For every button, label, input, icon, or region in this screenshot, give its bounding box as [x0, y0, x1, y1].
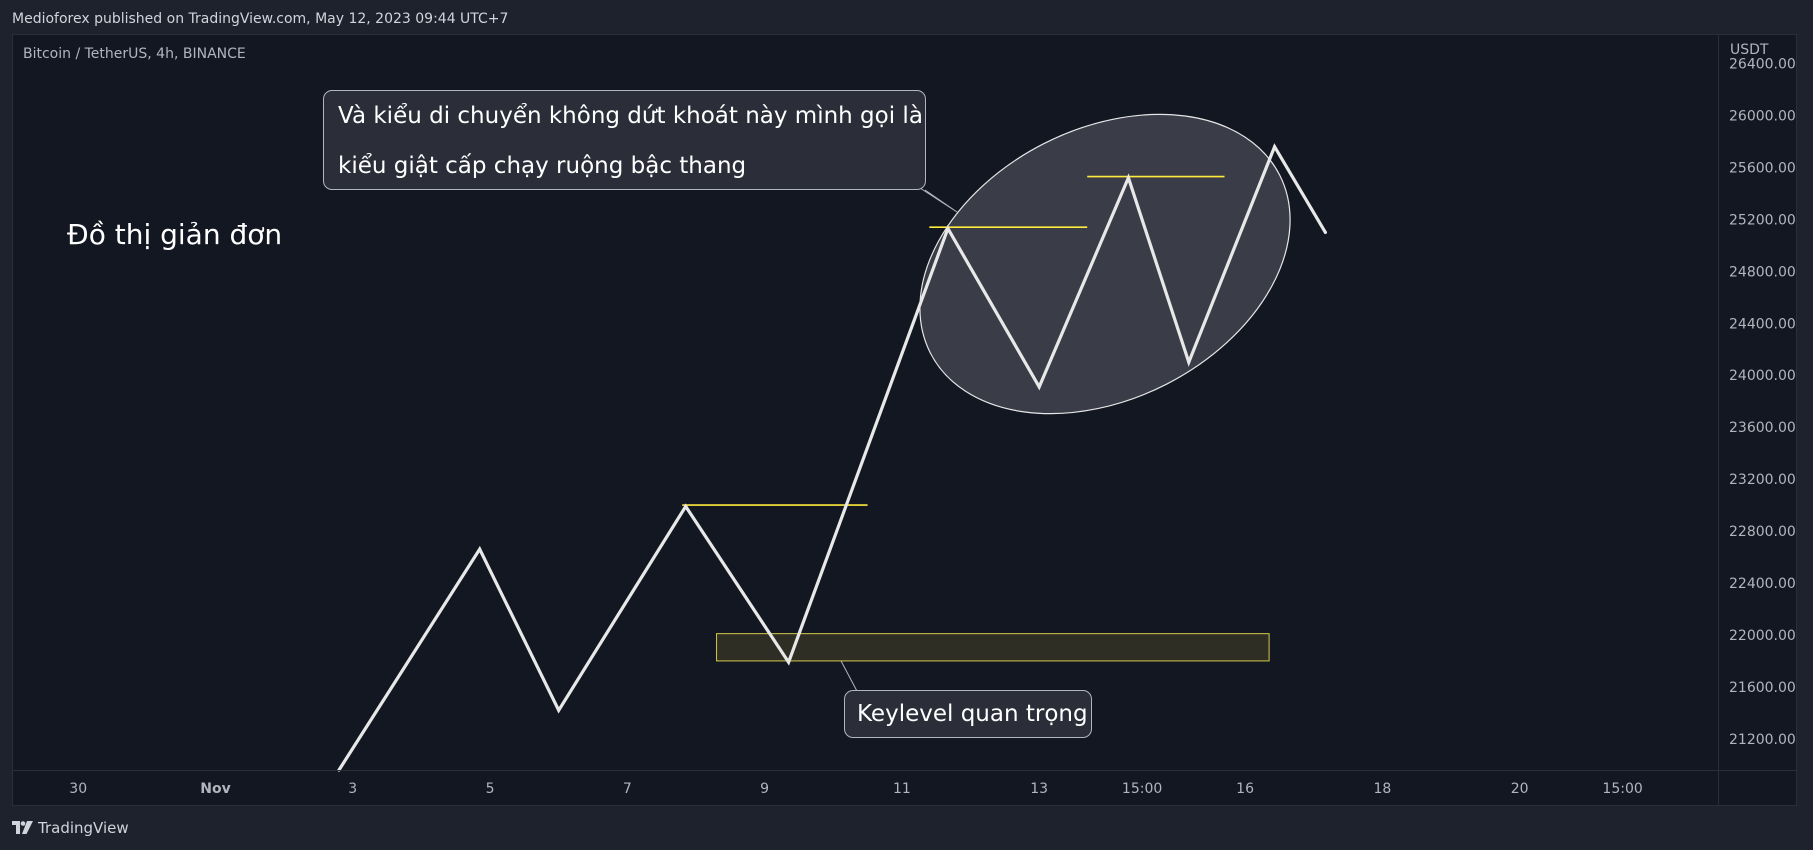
x-tick-label: 3: [348, 781, 357, 797]
consolidation-ellipse: [919, 113, 1291, 415]
callout-bottom: Keylevel quan trọng: [844, 690, 1092, 738]
price-point-0-6: [1037, 385, 1041, 389]
tradingview-logo[interactable]: TradingView: [12, 819, 129, 837]
price-axis-divider: [1718, 35, 1719, 805]
y-tick-label: 26400.00: [1729, 57, 1796, 73]
chart-frame[interactable]: [12, 34, 1797, 806]
y-tick-label: 25600.00: [1729, 160, 1796, 176]
price-point-0-9: [1273, 145, 1277, 149]
symbol-info[interactable]: Bitcoin / TetherUS, 4h, BINANCE: [23, 46, 246, 62]
price-point-0-4: [787, 660, 791, 664]
x-tick-label: 9: [760, 781, 769, 797]
y-tick-label: 22400.00: [1729, 576, 1796, 592]
x-tick-label: 15:00: [1602, 781, 1642, 797]
y-tick-label: 21600.00: [1729, 680, 1796, 696]
callout-bottom-pointer: [839, 658, 859, 694]
tradingview-logo-icon: [12, 821, 33, 834]
publish-header: Medioforex published on TradingView.com,…: [0, 0, 1813, 34]
price-point-0-2: [557, 708, 561, 712]
price-point-0-8: [1187, 360, 1191, 364]
y-tick-label: 26000.00: [1729, 109, 1796, 125]
callout-bottom-text: Keylevel quan trọng: [857, 701, 1088, 727]
callout-top-line1: Và kiểu di chuyển không dứt khoát này mì…: [338, 103, 923, 129]
y-tick-label: 24000.00: [1729, 368, 1796, 384]
price-point-0-10: [1323, 230, 1327, 234]
y-tick-label: 21200.00: [1729, 732, 1796, 748]
y-tick-label: 23600.00: [1729, 420, 1796, 436]
price-point-0-7: [1126, 176, 1130, 180]
y-tick-label: 24400.00: [1729, 316, 1796, 332]
x-tick-label: 30: [69, 781, 87, 797]
x-tick-label: 11: [893, 781, 911, 797]
x-tick-label: 15:00: [1122, 781, 1162, 797]
price-point-0-5: [946, 226, 950, 230]
price-point-0-1: [478, 547, 482, 551]
x-tick-label: 20: [1511, 781, 1529, 797]
x-tick-label: 5: [486, 781, 495, 797]
time-axis-divider: [13, 770, 1796, 771]
callout-top-pointer: [919, 187, 958, 213]
chart-heading: Đồ thị giản đơn: [67, 218, 283, 251]
y-tick-label: 24800.00: [1729, 264, 1796, 280]
publish-info: Medioforex published on TradingView.com,…: [12, 11, 509, 27]
x-tick-label: 7: [623, 781, 632, 797]
currency-label[interactable]: USDT: [1730, 42, 1769, 58]
x-tick-label: 13: [1030, 781, 1048, 797]
tradingview-brand: TradingView: [38, 819, 129, 837]
price-point-0-3: [684, 504, 688, 508]
x-tick-label: 18: [1373, 781, 1391, 797]
y-tick-label: 23200.00: [1729, 472, 1796, 488]
y-tick-label: 22000.00: [1729, 628, 1796, 644]
callout-top-line2: kiểu giật cấp chạy ruộng bậc thang: [338, 153, 747, 179]
x-tick-label: 16: [1236, 781, 1254, 797]
y-tick-label: 22800.00: [1729, 524, 1796, 540]
key-level-zone-0: [716, 633, 1270, 662]
x-tick-label: Nov: [200, 781, 230, 797]
y-tick-label: 25200.00: [1729, 212, 1796, 228]
callout-top: Và kiểu di chuyển không dứt khoát này mì…: [323, 90, 926, 190]
footer-bar: [0, 806, 1813, 850]
